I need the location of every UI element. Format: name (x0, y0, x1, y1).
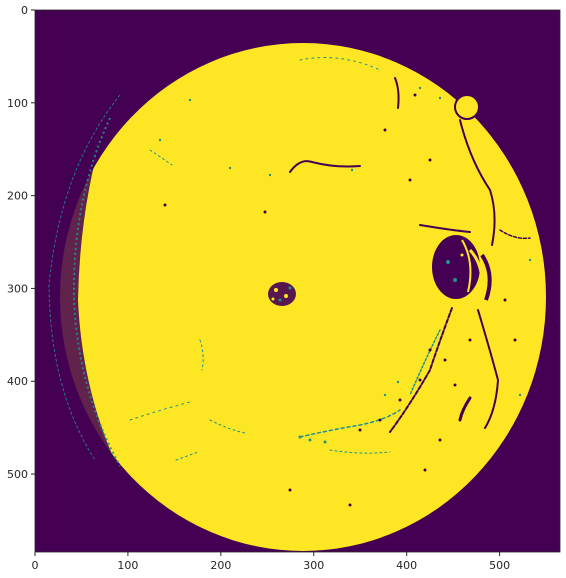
y-tick-label: 400 (7, 375, 28, 388)
x-axis: 0 100 200 300 400 500 (32, 552, 510, 572)
x-tick-label: 500 (489, 559, 510, 572)
y-tick-label: 0 (21, 4, 28, 17)
y-tick-label: 200 (7, 190, 28, 203)
x-tick-label: 100 (117, 559, 138, 572)
fov-rim-ring (48, 94, 121, 461)
teal-speckles (158, 86, 532, 444)
fovea-speckle (268, 282, 296, 306)
left-crescent-shadow (57, 115, 118, 468)
x-tick-label: 0 (32, 559, 39, 572)
y-tick-label: 300 (7, 282, 28, 295)
top-right-bump (454, 94, 480, 120)
vessel-traces (129, 57, 531, 461)
mask-image (35, 10, 560, 552)
x-tick-label: 200 (210, 559, 231, 572)
y-axis: 0 100 200 300 400 500 (7, 4, 35, 481)
retina-disc (60, 43, 546, 551)
lower-right-speckles (163, 93, 517, 507)
left-crescent-speckle (72, 117, 121, 467)
y-tick-label: 100 (7, 97, 28, 110)
x-tick-label: 400 (396, 559, 417, 572)
x-tick-label: 300 (303, 559, 324, 572)
y-tick-label: 500 (7, 468, 28, 481)
optic-disc (432, 235, 492, 301)
axes-frame (34, 9, 561, 553)
